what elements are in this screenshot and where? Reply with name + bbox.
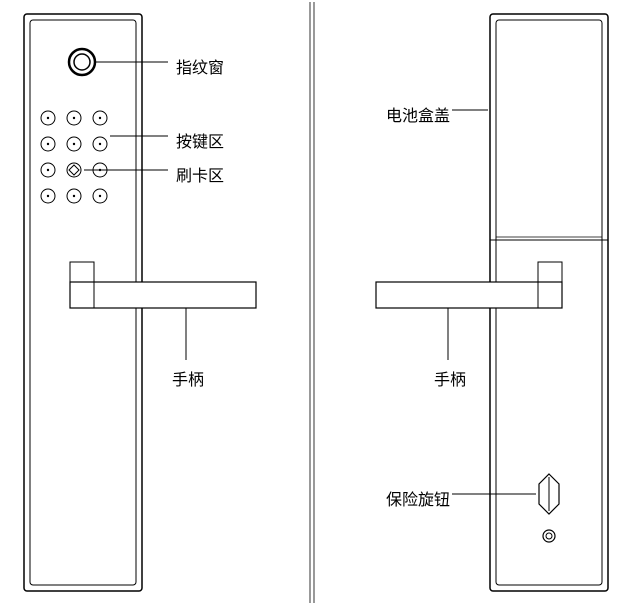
fingerprint-icon: [69, 49, 95, 75]
label-keypad: 按键区: [176, 128, 224, 152]
screw-icon: [543, 530, 555, 542]
lock-diagram: [0, 0, 636, 607]
handle-stem: [538, 262, 562, 282]
handle-bar: [376, 282, 562, 308]
label-handle-back: 手柄: [434, 366, 466, 390]
handle-stem: [70, 262, 94, 282]
handle-bar: [70, 282, 256, 308]
label-card-area: 刷卡区: [176, 162, 224, 186]
label-battery-cover: 电池盒盖: [386, 102, 450, 126]
label-thumbturn: 保险旋钮: [386, 486, 450, 510]
label-handle-front: 手柄: [172, 366, 204, 390]
label-fingerprint: 指纹窗: [176, 54, 224, 78]
